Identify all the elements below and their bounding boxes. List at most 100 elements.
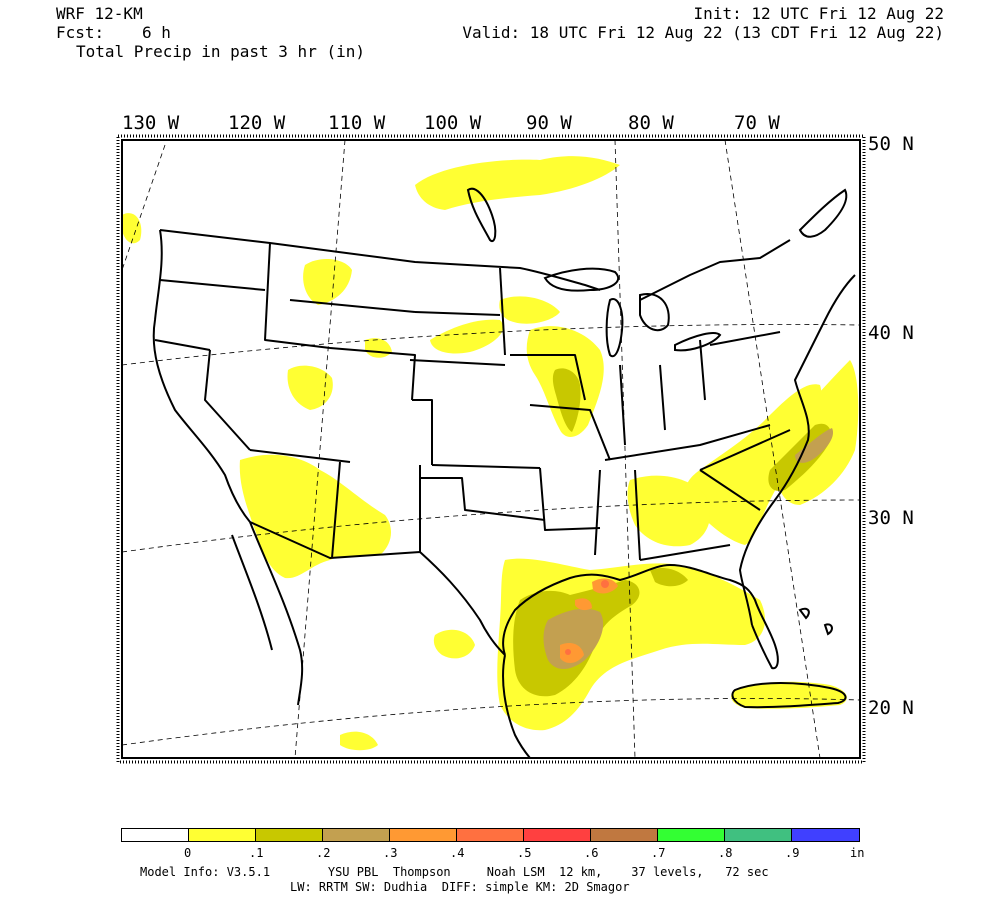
- colorbar-label-4: .4: [450, 846, 465, 860]
- state-pa-ny: [709, 331, 781, 346]
- state-oh: [659, 339, 706, 431]
- colorbar-swatch-3: [322, 828, 390, 842]
- state-or-ca: [154, 339, 211, 351]
- precip-cuba: [731, 681, 847, 709]
- lon-label-100w: 100 W: [424, 112, 482, 134]
- precip-southeast: [627, 475, 710, 547]
- graticule: [122, 140, 860, 758]
- lake-winnipeg: [466, 187, 497, 243]
- colorbar-label-0: 0: [184, 846, 192, 860]
- state-ms-al: [594, 469, 641, 561]
- colorbar-label-7: .7: [651, 846, 666, 860]
- model-info-line1: Model Info: V3.5.1 YSU PBL Thompson Noah…: [140, 865, 769, 879]
- lake-superior: [543, 267, 620, 292]
- precip-utah: [287, 365, 333, 410]
- colorbar-swatch-5: [456, 828, 524, 842]
- islands: [731, 188, 848, 709]
- colorbar-swatch-0: [121, 828, 189, 842]
- precip-canada-band: [415, 156, 620, 210]
- state-ok-tx: [420, 477, 546, 521]
- state-mt-wy: [289, 299, 416, 313]
- lake-huron: [639, 293, 670, 332]
- state-ut-az: [249, 449, 351, 463]
- meridian-130w: [122, 144, 166, 271]
- mexico-gulf-coast: [502, 654, 531, 758]
- lon-label-80w: 80 W: [628, 112, 674, 134]
- meridian-80w: [614, 140, 636, 758]
- state-wa-or: [159, 279, 266, 291]
- precip-heavy-illinois: [552, 368, 581, 432]
- colorbar-label-3: .3: [383, 846, 398, 860]
- us-canada-border: [159, 229, 791, 301]
- lat-label-30n: 30 N: [868, 507, 914, 529]
- state-az-nm: [331, 461, 341, 559]
- cuba-outline: [731, 682, 847, 709]
- colorbar-swatch-7: [590, 828, 658, 842]
- precip-mod-gulf: [543, 608, 604, 669]
- state-ia-mo: [510, 354, 586, 401]
- colorbar-swatch-4: [389, 828, 457, 842]
- state-mo-ar: [529, 404, 611, 461]
- state-va-nc: [699, 429, 791, 471]
- map-frame: [121, 139, 861, 759]
- great-lakes: [466, 187, 722, 358]
- lat-label-40n: 40 N: [868, 322, 914, 344]
- lon-label-120w: 120 W: [228, 112, 286, 134]
- colorbar-unit-label: in: [850, 846, 865, 860]
- east-coast: [739, 274, 856, 626]
- model-info-line2: LW: RRTM SW: Dudhia DIFF: simple KM: 2D …: [290, 880, 630, 894]
- colorbar-label-1: .1: [249, 846, 264, 860]
- parallel-40n: [122, 324, 860, 366]
- forecast-label: Fcst:: [56, 23, 105, 42]
- precip-peak: [565, 580, 609, 655]
- parallel-20n: [122, 698, 860, 746]
- forecast-hour: 6 h: [142, 23, 171, 42]
- colorbar-label-2: .2: [316, 846, 331, 860]
- colorbar-swatch-9: [724, 828, 792, 842]
- precip-dakotas: [430, 319, 504, 354]
- lon-label-110w: 110 W: [328, 112, 386, 134]
- colorbar-swatch-8: [657, 828, 725, 842]
- valid-time: Valid: 18 UTC Fri 12 Aug 22 (13 CDT Fri …: [462, 23, 944, 42]
- lat-label-20n: 20 N: [868, 697, 914, 719]
- precip-montana: [303, 258, 352, 305]
- bahamas: [798, 607, 833, 636]
- lon-label-90w: 90 W: [526, 112, 572, 134]
- state-wy-co: [329, 347, 416, 401]
- colorbar-swatch-6: [523, 828, 591, 842]
- precip-pacific-nw: [122, 213, 142, 244]
- state-nc-sc: [699, 469, 761, 511]
- state-ga-fl: [639, 544, 731, 561]
- precip-moderate: [543, 428, 834, 669]
- colorbar-swatch-1: [188, 828, 256, 842]
- lake-erie: [674, 332, 722, 352]
- boundaries: [152, 229, 856, 758]
- state-id: [264, 242, 331, 349]
- field-title: Total Precip in past 3 hr (in): [76, 42, 365, 61]
- state-co-ks: [412, 399, 433, 465]
- precip-mod-carolinas: [795, 428, 834, 463]
- state-ks-ok: [431, 464, 541, 469]
- state-ca-nv: [204, 349, 251, 451]
- colorbar-swatch-10: [791, 828, 860, 842]
- model-title: WRF 12-KM: [56, 4, 143, 23]
- state-tn-ky: [604, 424, 771, 461]
- colorbar-label-8: .8: [718, 846, 733, 860]
- baja: [231, 521, 304, 706]
- lat-label-50n: 50 N: [868, 133, 914, 155]
- colorbar-label-5: .5: [517, 846, 532, 860]
- map-frame-ticks: [116, 134, 866, 764]
- precip-peak-la: [601, 580, 609, 588]
- precip-peak-tx: [565, 649, 571, 655]
- state-sd-ne: [409, 359, 506, 366]
- meridian-110w: [294, 140, 346, 758]
- colorbar-label-6: .6: [584, 846, 599, 860]
- west-coast: [152, 229, 251, 523]
- gulf-coast: [502, 564, 779, 670]
- lon-label-130w: 130 W: [122, 112, 180, 134]
- init-time: Init: 12 UTC Fri 12 Aug 22: [693, 4, 944, 23]
- precip-int-coast: [575, 598, 592, 611]
- state-nd-sd: [414, 311, 501, 316]
- precip-southwest: [239, 454, 392, 579]
